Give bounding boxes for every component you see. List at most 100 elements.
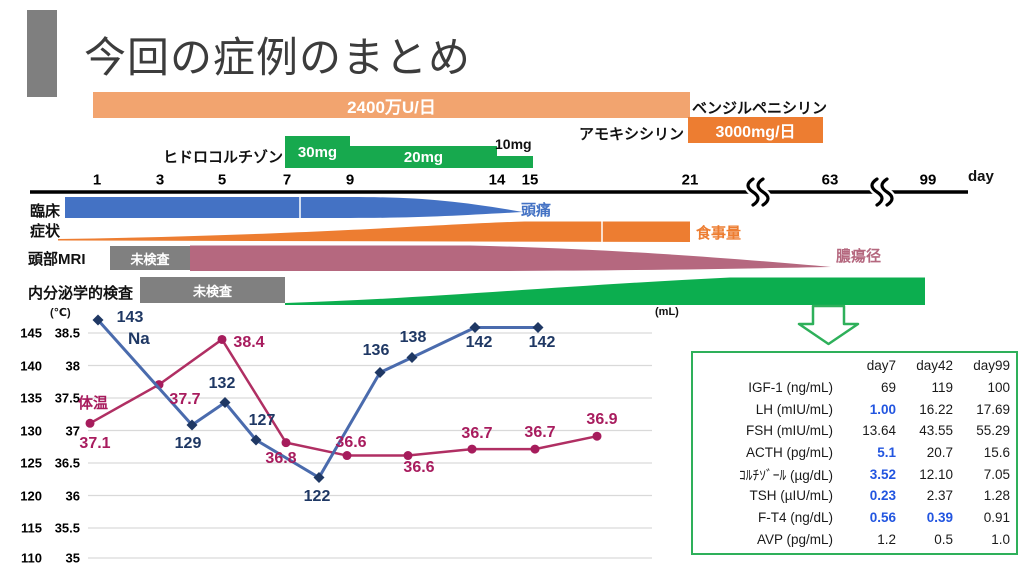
- lab-value: 0.56: [869, 510, 896, 526]
- temp-point-marker: [467, 444, 477, 454]
- temp-axis-tick: 38: [65, 358, 80, 373]
- temp-point-marker: [403, 451, 413, 461]
- na-axis-tick: 115: [21, 520, 42, 536]
- na-data-label: 132: [208, 375, 236, 392]
- hydrocortisone-bar-30mg: 30mg: [285, 136, 350, 168]
- na-point-marker: [250, 434, 262, 446]
- temp-axis-tick: 36: [65, 488, 80, 503]
- mri-not-tested-box: 未検査: [110, 246, 190, 270]
- temp-data-label: 36.9: [586, 411, 618, 428]
- amoxicillin-bar: 3000mg/日: [688, 117, 823, 143]
- na-point-marker: [219, 397, 231, 408]
- lab-value: 43.55: [919, 423, 953, 439]
- lab-value: 0.5: [934, 531, 953, 547]
- temp-data-label: 36.8: [265, 450, 297, 467]
- na-data-label: 142: [528, 334, 556, 351]
- day-tick-63: 63: [821, 171, 839, 189]
- day-tick-5: 5: [217, 171, 227, 189]
- lab-value: 13.64: [862, 423, 896, 439]
- na-point-marker: [92, 314, 104, 326]
- lab-value: 1.2: [877, 531, 896, 547]
- temp-point-marker: [530, 444, 540, 454]
- endocrine-label: 内分泌学的検査: [28, 285, 134, 302]
- lab-col-header-day42: day42: [916, 358, 953, 374]
- day-tick-1: 1: [92, 171, 102, 189]
- na-data-label: 143: [116, 309, 144, 326]
- lab-value: 55.29: [976, 423, 1010, 439]
- chart-gridlines: [88, 332, 652, 559]
- lab-value: 100: [987, 380, 1010, 396]
- lab-col-header-day7: day7: [866, 358, 896, 374]
- hydrocortisone-bar-10mg: [497, 156, 533, 168]
- temp-data-label: 36.7: [524, 424, 556, 441]
- lab-value: 0.23: [869, 488, 896, 504]
- na-point-marker: [186, 419, 198, 431]
- lab-results-table: day7 day42 day99 IGF-1 (ng/mL) 69 119 100 LH (m…: [691, 351, 1018, 555]
- day-tick-3: 3: [155, 171, 165, 189]
- hydrocortisone-bar-20mg: 20mg: [350, 146, 497, 168]
- headache-band: [65, 197, 523, 218]
- penicillin-bar: 2400万U/日: [93, 92, 690, 118]
- page-title: 今回の症例のまとめ: [84, 34, 472, 81]
- temp-point-marker: [342, 451, 352, 461]
- na-axis-tick: 120: [20, 488, 42, 503]
- temp-axis-tick: 36.5: [54, 455, 80, 471]
- na-point-marker: [374, 367, 386, 378]
- day-tick-7: 7: [282, 171, 292, 189]
- na-point-marker: [532, 322, 544, 333]
- temp-data-label: 37.1: [79, 435, 111, 452]
- na-data-label: 136: [362, 342, 390, 359]
- lab-value: 20.7: [926, 445, 953, 461]
- lab-value: 12.10: [919, 466, 953, 482]
- lab-value: 16.22: [919, 401, 953, 417]
- na-series-legend: Na: [128, 329, 150, 348]
- temp-data-label: 36.7: [461, 425, 493, 442]
- temp-data-label: 36.6: [335, 434, 367, 451]
- axis-break-icon: [868, 175, 896, 209]
- temp-series-legend: 体温: [78, 395, 109, 412]
- headache-label: 頭痛: [521, 202, 552, 219]
- lab-value: 7.05: [983, 466, 1010, 482]
- temp-axis-tick: 35: [65, 550, 80, 566]
- meal-label: 食事量: [696, 225, 742, 242]
- meal-band: [58, 221, 690, 242]
- lab-row-label: TSH (µIU/mL): [749, 488, 833, 504]
- head-mri-label: 頭部MRI: [28, 251, 86, 268]
- mri-not-tested-text: 未検査: [130, 251, 170, 267]
- penicillin-name: ベンジルペニシリン: [692, 100, 828, 117]
- down-arrow-icon: [797, 304, 860, 346]
- abscess-band: [190, 245, 831, 271]
- endocrine-not-tested-text: 未検査: [192, 283, 232, 299]
- day-tick-21: 21: [681, 171, 699, 189]
- na-axis-tick: 145: [20, 325, 42, 341]
- na-axis-tick: 130: [20, 423, 42, 438]
- na-axis-tick: 110: [21, 550, 42, 566]
- lab-row-label: AVP (pg/mL): [756, 531, 833, 547]
- temp-axis-tick: 38.5: [54, 325, 80, 341]
- endocrine-not-tested-box: 未検査: [140, 277, 285, 303]
- dose-20mg: 20mg: [403, 148, 444, 166]
- day-axis-unit: day: [968, 168, 994, 185]
- day-tick-15: 15: [521, 171, 539, 189]
- temp-point-marker: [217, 334, 227, 344]
- temp-point-marker: [85, 418, 95, 428]
- lab-value: 0.91: [983, 510, 1010, 526]
- lab-row-label: FSH (mIU/mL): [746, 423, 833, 439]
- lab-value: 15.6: [983, 445, 1010, 461]
- temp-point-marker: [592, 431, 602, 441]
- lab-col-header-day99: day99: [973, 358, 1010, 374]
- title-accent-bar: [27, 10, 57, 97]
- chart-series: [85, 314, 602, 483]
- amoxicillin-name: アモキシシリン: [578, 126, 684, 143]
- lab-row-label: ACTH (pg/mL): [745, 445, 833, 461]
- lab-row-label: IGF-1 (ng/mL): [748, 380, 833, 396]
- lab-value: 119: [931, 380, 953, 396]
- na-data-label: 138: [399, 329, 427, 346]
- lab-value: 2.37: [926, 488, 953, 504]
- day-tick-14: 14: [488, 171, 506, 189]
- lab-value: 17.69: [976, 401, 1010, 417]
- na-axis-tick: 140: [20, 358, 42, 373]
- lab-value: 1.00: [869, 401, 896, 417]
